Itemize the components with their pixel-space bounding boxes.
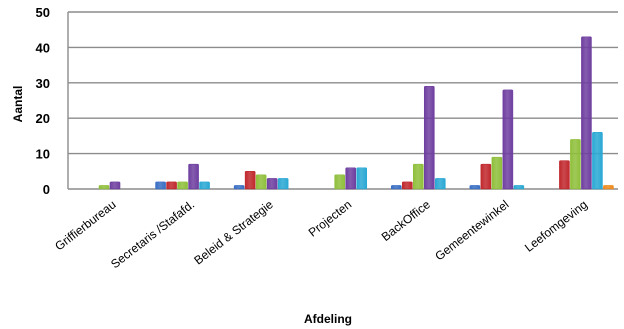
y-tick-label: 10: [36, 147, 50, 162]
bar: [177, 181, 188, 190]
bar: [356, 167, 368, 190]
bar: [581, 36, 592, 190]
bar: [199, 181, 210, 190]
bar: [502, 89, 514, 190]
bar: [233, 185, 245, 190]
bar: [109, 181, 121, 190]
bar: [491, 156, 503, 190]
x-tick-label: BackOffice: [379, 197, 433, 244]
x-axis-title: Afdeling: [304, 312, 352, 326]
y-tick-label: 0: [43, 182, 50, 197]
bar: [513, 185, 525, 190]
y-tick-label: 40: [36, 40, 50, 55]
bar: [98, 185, 110, 190]
bar: [570, 139, 581, 190]
bar: [266, 178, 278, 190]
x-tick-label: Projecten: [306, 197, 355, 239]
bar: [155, 181, 166, 190]
bar: [390, 185, 402, 190]
bar: [401, 181, 413, 190]
y-tick-label: 20: [36, 111, 50, 126]
x-tick-label: Leefomgeving: [522, 197, 590, 254]
bar: [469, 185, 481, 190]
bars: [98, 36, 614, 190]
y-axis-title: Aantal: [11, 86, 25, 123]
bar: [592, 132, 603, 190]
y-tick-labels: 0 10 20 30 40 50: [36, 5, 50, 197]
bar: [188, 163, 199, 190]
x-tick-label: Secretaris /Stafafd.: [108, 197, 197, 271]
bar: [255, 174, 267, 190]
x-tick-label: Griffierbureau: [52, 197, 118, 253]
bar: [603, 185, 614, 190]
x-tick-label: Gemeentewinkel: [432, 197, 511, 263]
bar: [434, 178, 446, 190]
bar: [277, 178, 289, 190]
gridlines: [67, 11, 618, 190]
y-tick-label: 30: [36, 76, 50, 91]
bar: [345, 167, 357, 190]
y-tick-label: 50: [36, 5, 50, 20]
bar: [412, 163, 424, 190]
bar: [423, 86, 435, 190]
bar: [559, 160, 570, 190]
bar: [480, 163, 492, 190]
bar: [244, 171, 256, 190]
x-tick-label: Beleid & Strategie: [191, 197, 276, 267]
bar: [166, 181, 177, 190]
bar: [334, 174, 346, 190]
